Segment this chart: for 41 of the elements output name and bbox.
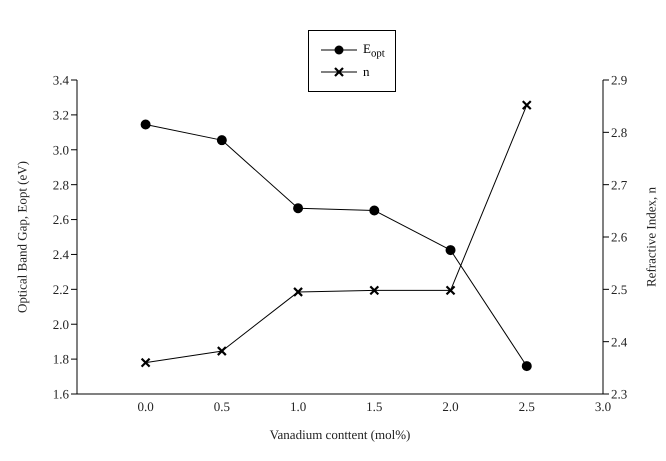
point xyxy=(369,285,380,296)
y-tick-label: 2.8 xyxy=(52,177,69,192)
point xyxy=(369,205,380,216)
y2-tick-label: 2.9 xyxy=(611,72,628,88)
y2-tick-label: 2.7 xyxy=(611,177,628,192)
y-tick-label: 2.6 xyxy=(52,212,70,228)
x-tick-label: 2.0 xyxy=(442,399,459,414)
y2-tick-label: 2.8 xyxy=(611,124,628,140)
y-tick-label: 3.0 xyxy=(52,142,69,158)
point xyxy=(292,286,304,298)
y-tick-label: 1.8 xyxy=(52,352,69,367)
y2-tick-label: 2.5 xyxy=(611,282,628,297)
y-axis-title: Optical Band Gap, Eopt (eV) xyxy=(14,161,30,313)
point xyxy=(293,203,304,214)
y2-tick-label: 2.3 xyxy=(611,386,628,402)
legend-label: n xyxy=(363,64,370,80)
x-axis-title: Vanadium conttent (mol%) xyxy=(270,427,410,442)
y-tick-label: 2.2 xyxy=(52,282,69,297)
x-tick-label: 1.5 xyxy=(366,399,382,414)
x-tick-label: 0.0 xyxy=(137,399,154,414)
y-tick-label: 3.2 xyxy=(52,108,69,123)
y-tick-label: 2.4 xyxy=(52,247,70,262)
x-tick-label: 0.5 xyxy=(214,399,230,414)
y-tick-label: 3.4 xyxy=(52,72,70,88)
x-tick-label: 3.0 xyxy=(594,399,612,414)
point xyxy=(140,358,151,368)
point xyxy=(140,119,151,130)
point xyxy=(216,135,227,146)
point xyxy=(216,346,227,356)
y2-tick-label: 2.6 xyxy=(611,230,628,245)
point xyxy=(445,285,456,296)
y-tick-label: 1.6 xyxy=(52,386,70,402)
x-tick-label: 2.5 xyxy=(518,399,535,414)
point xyxy=(446,245,456,256)
y2-tick-label: 2.4 xyxy=(611,334,628,350)
y-tick-label: 2.0 xyxy=(52,316,69,332)
legend-label: E$_{opt}$ xyxy=(363,40,385,60)
y2-axis-title: Refractive Index, n xyxy=(644,186,659,287)
point xyxy=(522,361,532,372)
x-tick-label: 1.0 xyxy=(290,399,306,414)
point xyxy=(522,100,532,110)
